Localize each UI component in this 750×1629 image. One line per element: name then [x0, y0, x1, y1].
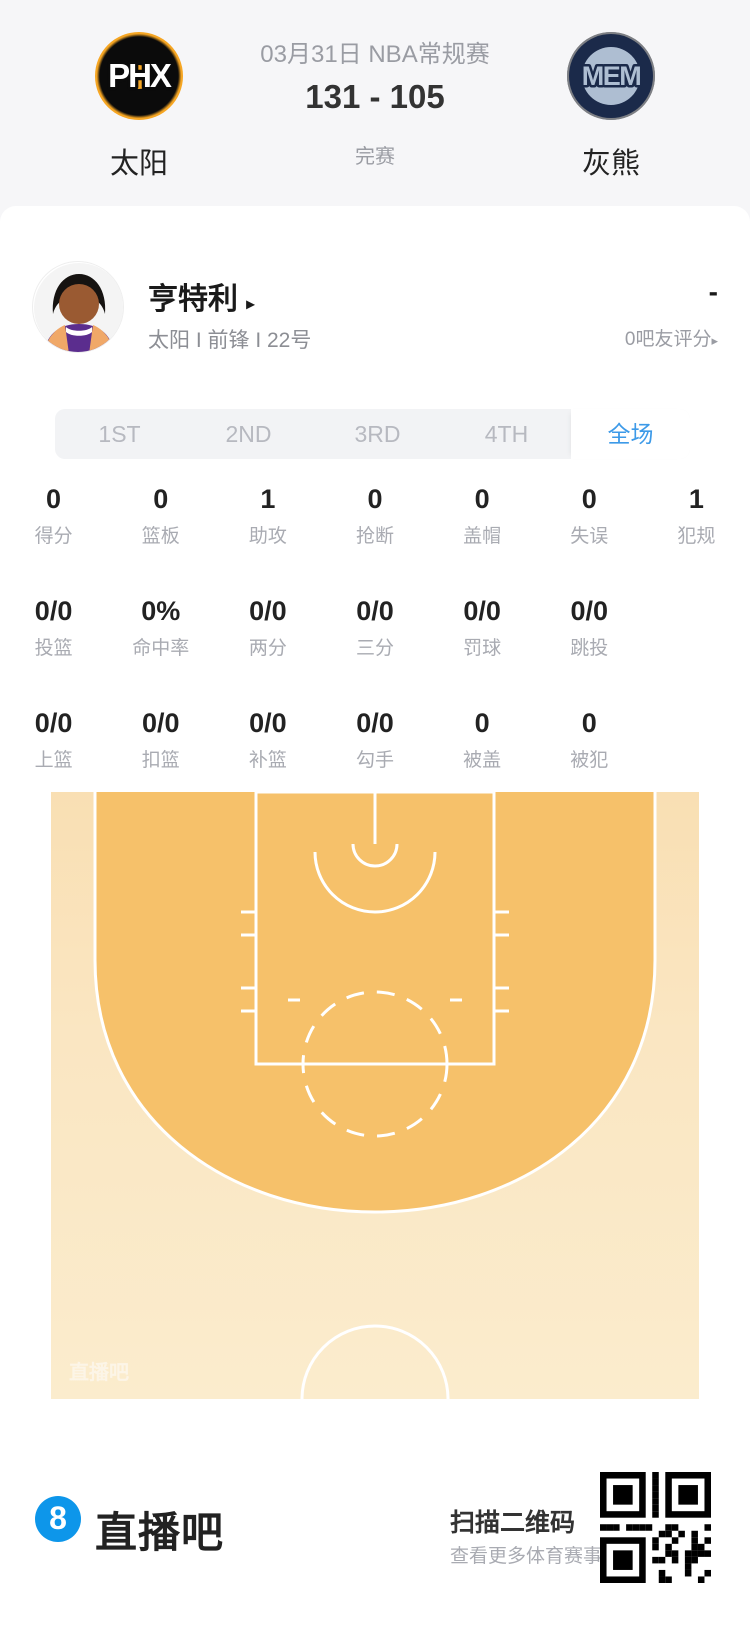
- svg-text:8: 8: [49, 1500, 67, 1536]
